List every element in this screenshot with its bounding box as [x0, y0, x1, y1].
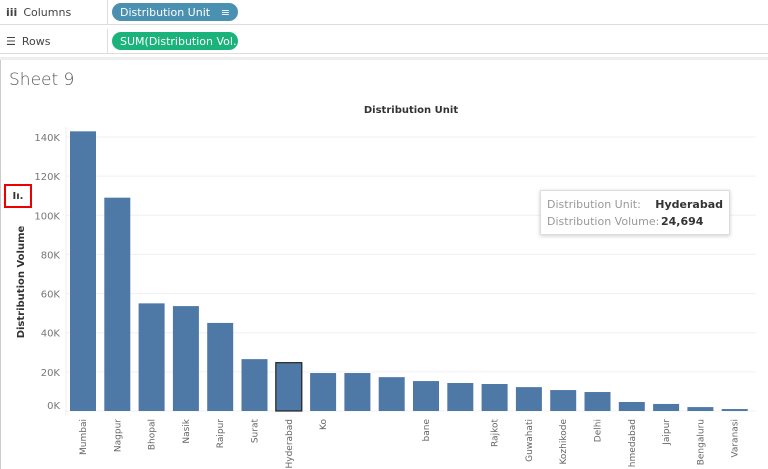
x-tick-label: Nagpur	[113, 419, 123, 452]
bar	[275, 362, 303, 412]
x-tick-label: Bhopal	[148, 419, 158, 450]
bar	[447, 383, 474, 411]
y-tick-label: 140K	[34, 133, 60, 144]
x-tick-label: Rajkot	[491, 419, 501, 447]
y-tick-label: 40K	[41, 329, 61, 340]
bar	[344, 373, 371, 411]
bar	[207, 322, 234, 411]
rows-pill[interactable]: SUM(Distribution Vol..	[112, 32, 238, 50]
sort-icon[interactable]: ≡	[220, 5, 230, 19]
x-tick-label: Nasik	[182, 418, 192, 443]
tooltip: Distribution Unit: Hyderabad Distribution…	[540, 190, 730, 235]
columns-label: iii Columns	[0, 0, 108, 24]
tooltip-value: Hyderabad	[655, 198, 723, 211]
y-tick-label: 60K	[41, 290, 61, 301]
y-tick-label: 80K	[41, 250, 61, 261]
chart-title: Distribution Unit	[364, 105, 458, 116]
y-tick-label: 120K	[34, 172, 60, 183]
bar	[413, 381, 439, 411]
divider	[0, 60, 1, 469]
tooltip-value: 24,694	[661, 215, 704, 228]
bar	[172, 306, 199, 411]
bar	[241, 359, 268, 411]
x-tick-label: Bengaluru	[696, 419, 706, 465]
bar	[70, 131, 96, 411]
bar	[515, 387, 542, 411]
x-tick-label: Raipur	[216, 419, 226, 448]
columns-shelf: iii Columns Distribution Unit ≡	[0, 0, 768, 25]
bar	[481, 383, 508, 411]
rows-label: ☰ Rows	[0, 29, 108, 53]
bar	[584, 392, 611, 411]
bar	[378, 377, 405, 411]
x-tick-label: Surat	[251, 419, 261, 444]
bar	[550, 390, 577, 411]
x-tick-label: Delhi	[594, 419, 604, 442]
tooltip-key: Distribution Unit:	[547, 198, 641, 211]
x-tick-label: Mumbai	[79, 419, 89, 455]
x-tick-label: Hyderabad	[285, 419, 295, 469]
x-tick-label: hmedabad	[628, 419, 638, 467]
y-tick-label: 0K	[47, 401, 60, 412]
tooltip-key: Distribution Volume:	[547, 215, 660, 228]
y-axis-label: Distribution Volume	[16, 225, 27, 338]
bar	[618, 401, 645, 411]
bar	[138, 303, 165, 411]
y-tick-label: 100K	[34, 211, 60, 222]
bar-chart: Distribution Unit Distribution Volume 0K 20…	[16, 105, 756, 469]
x-tick-label: bane	[422, 419, 432, 442]
rows-icon: ☰	[6, 34, 16, 48]
columns-pill[interactable]: Distribution Unit ≡	[112, 3, 238, 21]
bar	[721, 409, 748, 411]
x-tick-label: Kozhikode	[559, 419, 569, 465]
x-tick-label: Ko	[319, 419, 329, 430]
rows-shelf: ☰ Rows SUM(Distribution Vol..	[0, 29, 768, 54]
bar	[687, 407, 714, 411]
x-tick-label: Guwahati	[525, 419, 535, 462]
bar-chart-icon[interactable]: Ӏı.	[4, 184, 32, 208]
x-tick-label: Jaipur	[662, 419, 672, 446]
bar	[104, 197, 131, 411]
bar	[653, 403, 680, 411]
x-tick-label: Varanasi	[731, 419, 741, 458]
divider	[0, 57, 768, 60]
sheet-title: Sheet 9	[9, 70, 75, 90]
bar	[310, 373, 337, 411]
columns-icon: iii	[6, 5, 18, 19]
y-tick-label: 20K	[41, 368, 61, 379]
